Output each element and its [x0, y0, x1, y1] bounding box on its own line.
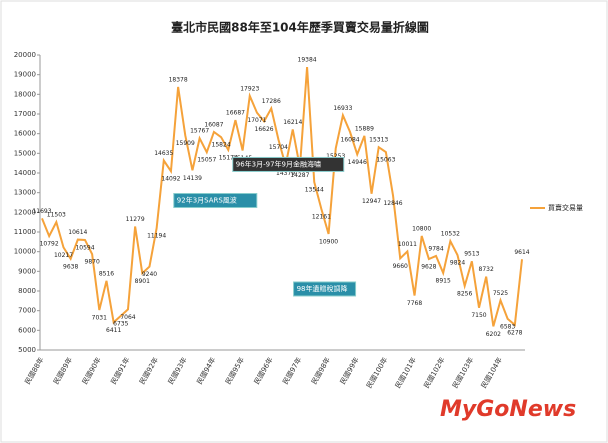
y-tick-label: 17000 [14, 110, 36, 118]
data-label: 16214 [283, 119, 302, 126]
data-label: 12846 [383, 200, 402, 207]
data-label: 18378 [169, 76, 188, 83]
annotation-text: 98年遺贈稅調降 [297, 284, 348, 293]
data-label: 10614 [68, 229, 87, 236]
data-label: 10217 [54, 252, 73, 259]
watermark: MyGoNews [440, 397, 576, 422]
data-label: 15253 [326, 153, 345, 160]
data-label: 16687 [226, 110, 245, 117]
data-label: 9240 [142, 271, 157, 278]
data-label: 7031 [92, 315, 107, 322]
data-label: 10532 [441, 231, 460, 238]
annotation-box [232, 156, 345, 172]
data-label: 15057 [197, 157, 216, 164]
data-label: 8915 [436, 278, 451, 285]
data-label: 9614 [514, 249, 529, 256]
data-label: 6411 [106, 327, 121, 334]
data-label: 8732 [479, 266, 494, 273]
annotation: 96年3月-97年9月金融海嘯 [232, 156, 345, 172]
data-label: 15704 [269, 144, 288, 151]
data-label: 17923 [240, 85, 259, 92]
data-label: 14379 [276, 170, 295, 177]
y-tick-label: 18000 [14, 90, 36, 98]
data-label: 15909 [176, 140, 195, 147]
data-label: 15767 [190, 128, 209, 135]
data-label: 10800 [412, 225, 431, 232]
data-label: 8901 [135, 278, 150, 285]
y-tick-label: 19000 [14, 71, 36, 79]
y-tick-label: 15000 [14, 149, 36, 157]
data-label: 7525 [493, 290, 508, 297]
data-label: 17071 [247, 117, 266, 124]
data-label: 14635 [154, 150, 173, 157]
annotation: 98年遺贈稅調降 [293, 281, 357, 297]
data-label: 14287 [290, 172, 309, 179]
y-tick-label: 6000 [18, 326, 36, 334]
data-label: 6202 [486, 331, 501, 338]
data-label: 10011 [398, 241, 417, 248]
data-label: 17286 [262, 98, 281, 105]
annotation-box [293, 281, 357, 297]
data-label: 8256 [457, 290, 472, 297]
data-label: 15174 [219, 154, 238, 161]
y-tick-label: 16000 [14, 130, 36, 138]
annotation-text: 96年3月-97年9月金融海嘯 [236, 159, 321, 168]
data-label: 15313 [369, 137, 388, 144]
data-label: 6583 [500, 323, 515, 330]
y-tick-label: 7000 [18, 307, 36, 315]
data-label: 16084 [341, 137, 360, 144]
y-tick-label: 9000 [18, 267, 36, 275]
chart-title: 臺北市民國88年至104年歷季買賣交易量折線圖 [171, 20, 429, 35]
y-tick-label: 13000 [14, 189, 36, 197]
data-label: 16626 [255, 126, 274, 133]
data-label: 14946 [348, 159, 367, 166]
data-label: 8516 [99, 270, 114, 277]
data-label: 16087 [204, 121, 223, 128]
annotation: 92年3月SARS風波 [173, 193, 258, 209]
data-label: 7064 [120, 314, 135, 321]
data-label: 14092 [161, 176, 180, 183]
data-label: 9784 [428, 245, 443, 252]
y-tick-label: 10000 [14, 248, 36, 256]
data-label: 9824 [450, 260, 465, 267]
y-tick-label: 14000 [14, 169, 36, 177]
y-tick-label: 12000 [14, 208, 36, 216]
y-tick-label: 11000 [14, 228, 36, 236]
data-label: 7150 [471, 312, 486, 319]
data-label: 14139 [183, 175, 202, 182]
data-label: 12161 [312, 214, 331, 221]
data-label: 9870 [85, 259, 100, 266]
annotation-box [173, 193, 258, 209]
data-label: 11279 [126, 216, 145, 223]
data-label: 9660 [393, 263, 408, 270]
data-label: 15889 [355, 125, 374, 132]
data-label: 11194 [147, 233, 166, 240]
legend-label: 買賣交易量 [548, 203, 583, 212]
data-label: 16933 [333, 105, 352, 112]
data-label: 15063 [376, 157, 395, 164]
series-line [41, 67, 523, 327]
data-label: 6735 [113, 320, 128, 327]
data-label: 10900 [319, 238, 338, 245]
data-label: 6278 [507, 329, 522, 336]
data-label: 9628 [421, 263, 436, 270]
annotation-text: 92年3月SARS風波 [177, 196, 237, 205]
y-tick-label: 8000 [18, 287, 36, 295]
data-label: 7768 [407, 300, 422, 307]
data-label: 10594 [75, 244, 94, 251]
data-label: 9513 [464, 251, 479, 258]
data-label: 12947 [362, 198, 381, 205]
data-label: 11503 [47, 212, 66, 219]
data-label: 19384 [298, 57, 317, 64]
data-label: 15824 [212, 142, 231, 149]
y-tick-label: 5000 [18, 346, 36, 354]
data-label: 10792 [40, 241, 59, 248]
data-label: 11693 [32, 208, 51, 215]
data-label: 9638 [63, 263, 78, 270]
data-label: 13544 [305, 186, 324, 193]
y-tick-label: 20000 [14, 51, 36, 59]
